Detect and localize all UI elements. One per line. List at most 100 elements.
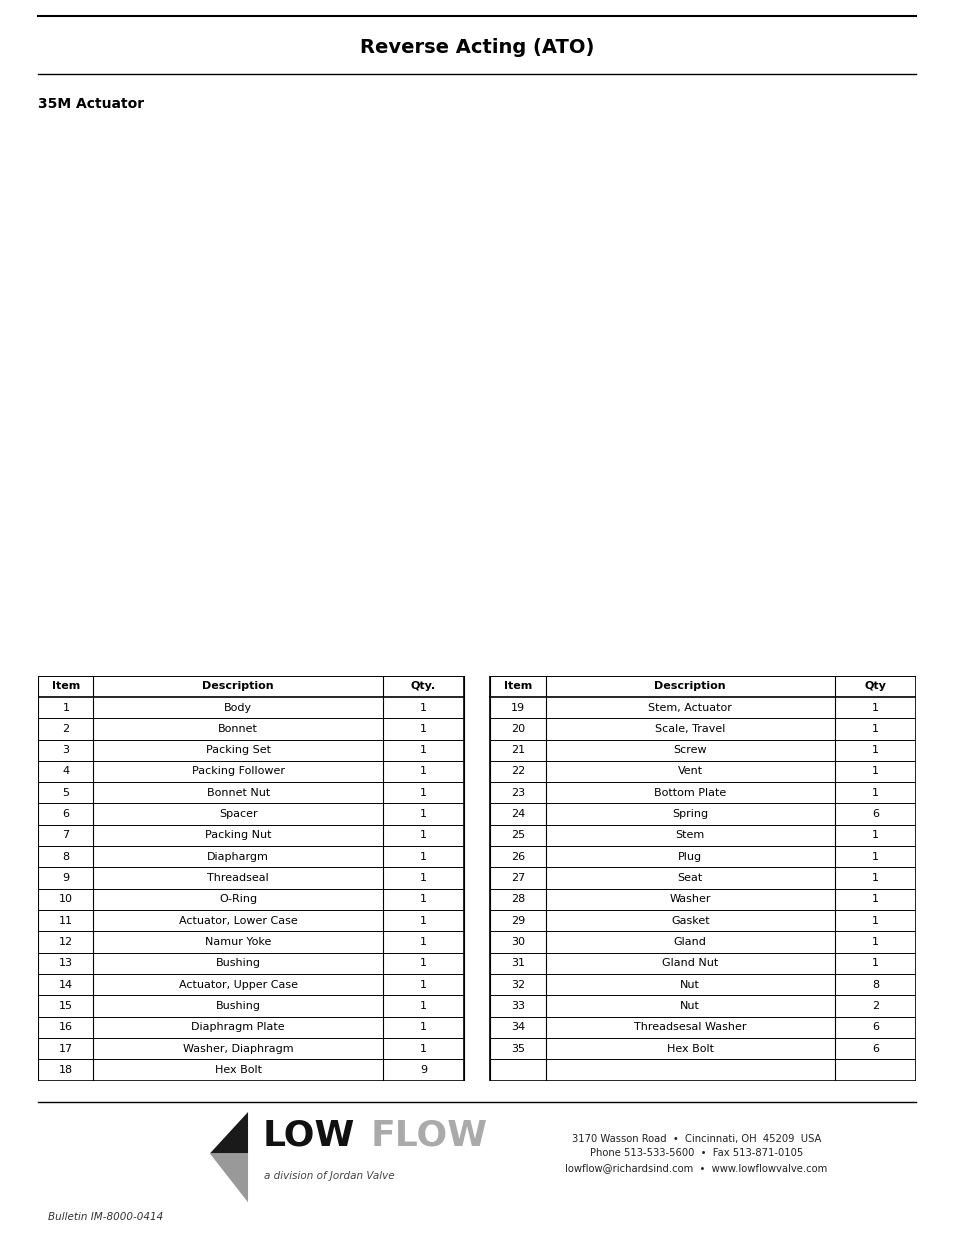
Text: 35M Actuator: 35M Actuator (38, 98, 144, 111)
Text: Gasket: Gasket (670, 915, 709, 926)
Text: 6: 6 (871, 809, 878, 819)
Text: 1: 1 (419, 830, 426, 841)
Text: 1: 1 (871, 894, 878, 904)
Text: 1: 1 (419, 937, 426, 947)
Text: 7: 7 (62, 830, 70, 841)
Text: Bonnet Nut: Bonnet Nut (207, 788, 270, 798)
Text: Scale, Travel: Scale, Travel (655, 724, 724, 734)
Text: Plug: Plug (678, 852, 701, 862)
Polygon shape (210, 1112, 248, 1153)
Text: 1: 1 (871, 915, 878, 926)
Text: 4: 4 (62, 767, 70, 777)
Text: 22: 22 (510, 767, 524, 777)
Text: Packing Nut: Packing Nut (205, 830, 272, 841)
Text: 8: 8 (871, 979, 878, 989)
Text: Bulletin IM-8000-0414: Bulletin IM-8000-0414 (48, 1213, 163, 1223)
Text: Spring: Spring (672, 809, 707, 819)
Text: 1: 1 (419, 894, 426, 904)
Text: a division of Jordan Valve: a division of Jordan Valve (264, 1171, 395, 1181)
Text: Diaphragm Plate: Diaphragm Plate (192, 1023, 285, 1032)
Text: 31: 31 (510, 958, 524, 968)
Text: 1: 1 (419, 915, 426, 926)
Text: 1: 1 (419, 788, 426, 798)
Text: 1: 1 (62, 703, 70, 713)
Text: Item: Item (503, 682, 532, 692)
Text: Packing Set: Packing Set (206, 745, 271, 755)
Text: Bonnet: Bonnet (218, 724, 258, 734)
Text: LOW: LOW (262, 1119, 355, 1152)
Text: Threadseal: Threadseal (207, 873, 269, 883)
Text: 1: 1 (419, 767, 426, 777)
Text: 1: 1 (871, 830, 878, 841)
Text: Gland: Gland (673, 937, 706, 947)
Text: Description: Description (654, 682, 725, 692)
Text: 16: 16 (59, 1023, 72, 1032)
Text: Bottom Plate: Bottom Plate (654, 788, 725, 798)
Text: 30: 30 (510, 937, 524, 947)
Text: 1: 1 (419, 724, 426, 734)
Text: 1: 1 (871, 958, 878, 968)
Text: 1: 1 (871, 703, 878, 713)
Text: 2: 2 (871, 1002, 878, 1011)
Text: 1: 1 (419, 958, 426, 968)
Text: Vent: Vent (677, 767, 702, 777)
Text: Description: Description (202, 682, 274, 692)
Text: 9: 9 (62, 873, 70, 883)
Text: 25: 25 (510, 830, 524, 841)
Text: Bushing: Bushing (215, 958, 260, 968)
Text: 1: 1 (419, 809, 426, 819)
Text: 32: 32 (510, 979, 524, 989)
Text: 23: 23 (510, 788, 524, 798)
Text: 1: 1 (871, 937, 878, 947)
Text: 24: 24 (510, 809, 524, 819)
Text: 27: 27 (510, 873, 524, 883)
Text: Qty.: Qty. (411, 682, 436, 692)
Text: 2: 2 (62, 724, 70, 734)
Text: 26: 26 (510, 852, 524, 862)
Text: 12: 12 (59, 937, 72, 947)
Text: Body: Body (224, 703, 252, 713)
Text: 1: 1 (871, 767, 878, 777)
Text: 1: 1 (419, 1044, 426, 1053)
Text: 21: 21 (510, 745, 524, 755)
Text: 1: 1 (871, 852, 878, 862)
Text: 8: 8 (62, 852, 70, 862)
Text: Hex Bolt: Hex Bolt (214, 1065, 261, 1074)
Text: Item: Item (51, 682, 80, 692)
Text: Actuator, Lower Case: Actuator, Lower Case (178, 915, 297, 926)
Text: Stem: Stem (675, 830, 704, 841)
Text: 28: 28 (510, 894, 524, 904)
Text: 1: 1 (419, 873, 426, 883)
Text: 1: 1 (419, 1002, 426, 1011)
Text: Actuator, Upper Case: Actuator, Upper Case (178, 979, 297, 989)
Text: Packing Follower: Packing Follower (192, 767, 284, 777)
Text: Gland Nut: Gland Nut (661, 958, 718, 968)
Text: O-Ring: O-Ring (219, 894, 257, 904)
Text: Nut: Nut (679, 979, 700, 989)
Text: Hex Bolt: Hex Bolt (666, 1044, 713, 1053)
Text: 9: 9 (419, 1065, 427, 1074)
Text: Threadsesal Washer: Threadsesal Washer (634, 1023, 745, 1032)
Text: 17: 17 (59, 1044, 72, 1053)
Text: 33: 33 (510, 1002, 524, 1011)
Text: 11: 11 (59, 915, 72, 926)
Text: 1: 1 (871, 788, 878, 798)
Text: 1: 1 (871, 745, 878, 755)
Text: Diaphargm: Diaphargm (207, 852, 269, 862)
Text: 1: 1 (871, 724, 878, 734)
Text: Qty: Qty (863, 682, 885, 692)
Text: Reverse Acting (ATO): Reverse Acting (ATO) (359, 37, 594, 57)
Text: 1: 1 (419, 1023, 426, 1032)
Text: 14: 14 (59, 979, 72, 989)
Text: Washer, Diaphragm: Washer, Diaphragm (183, 1044, 294, 1053)
Text: 6: 6 (62, 809, 70, 819)
Text: 1: 1 (419, 979, 426, 989)
Text: 18: 18 (59, 1065, 72, 1074)
Text: 35: 35 (510, 1044, 524, 1053)
Text: Seat: Seat (677, 873, 702, 883)
Text: FLOW: FLOW (370, 1119, 487, 1152)
Text: 1: 1 (419, 852, 426, 862)
Text: 13: 13 (59, 958, 72, 968)
Text: 15: 15 (59, 1002, 72, 1011)
Text: Washer: Washer (669, 894, 710, 904)
